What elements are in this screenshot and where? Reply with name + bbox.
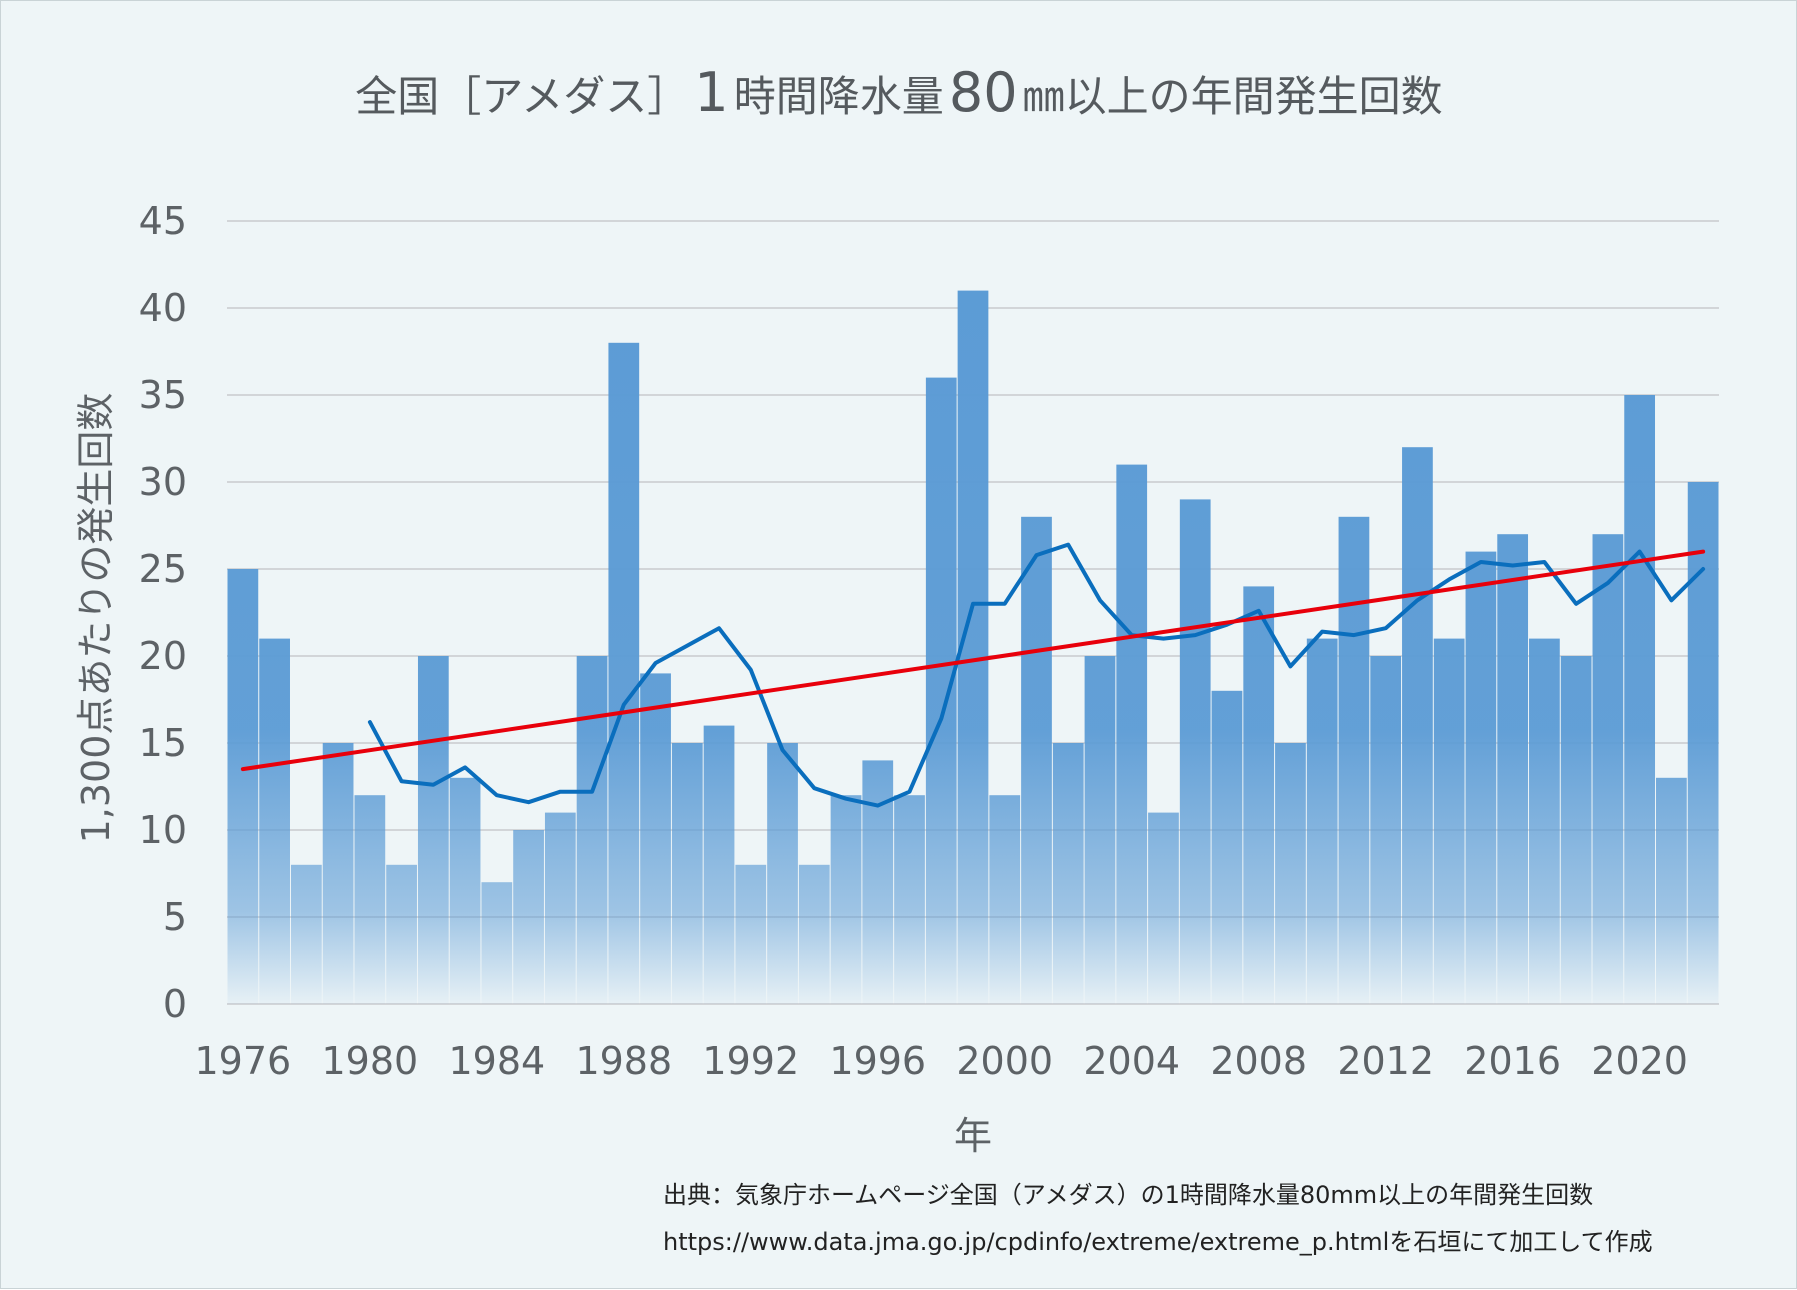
bar: [1560, 656, 1592, 1004]
x-tick-label: 1976: [195, 1039, 292, 1083]
bar: [798, 864, 830, 1004]
bar: [830, 795, 862, 1004]
bar: [703, 725, 735, 1004]
x-tick-label: 1980: [321, 1039, 418, 1083]
bar: [1084, 656, 1116, 1004]
y-tick-label: 35: [139, 373, 187, 417]
x-axis-label: 年: [954, 1114, 992, 1158]
bar: [1275, 743, 1306, 1004]
bar: [894, 795, 925, 1004]
bar: [862, 760, 894, 1004]
bar: [1624, 395, 1656, 1004]
y-tick-label: 40: [139, 286, 187, 330]
bar: [1116, 464, 1148, 1005]
bar: [1529, 638, 1560, 1004]
x-tick-label: 2012: [1337, 1039, 1434, 1083]
bar: [735, 864, 767, 1004]
y-axis-label: 1,300点あたりの発生回数: [74, 393, 118, 844]
x-tick-label: 2000: [956, 1039, 1053, 1083]
chart-title: 全国［アメダス］ 1 時間降水量 80 ㎜以上の年間発生回数: [355, 61, 1442, 124]
bar: [671, 743, 703, 1004]
source-line-1: 出典：気象庁ホームページ全国（アメダス）の1時間降水量80mm以上の年間発生回数: [663, 1181, 1593, 1209]
bar-series: [227, 290, 1719, 1005]
x-tick-label: 2008: [1210, 1039, 1307, 1083]
line-series: [240, 542, 1706, 808]
bar: [1656, 777, 1687, 1004]
y-tick-label: 5: [163, 895, 187, 939]
bar: [227, 569, 259, 1004]
bar: [925, 377, 957, 1005]
bar: [1687, 482, 1719, 1004]
y-tick-label: 25: [139, 547, 187, 591]
bar: [576, 656, 608, 1004]
bar: [1306, 638, 1338, 1004]
bar: [290, 864, 322, 1004]
bar: [1592, 534, 1624, 1004]
bar: [1465, 551, 1497, 1004]
trend-line: [240, 549, 1706, 772]
bar: [767, 743, 798, 1004]
source-line-2: https://www.data.jma.go.jp/cpdinfo/extre…: [663, 1228, 1653, 1256]
bar: [259, 638, 290, 1004]
y-tick-label: 20: [139, 634, 187, 678]
x-tick-label: 2016: [1464, 1039, 1561, 1083]
moving-average-line: [367, 542, 1706, 808]
bar: [544, 812, 576, 1004]
x-tick-label: 1988: [575, 1039, 672, 1083]
bar: [417, 656, 449, 1004]
bar: [481, 882, 513, 1004]
y-axis-ticks: 0 5 10 15 20 25 30 35 40 45: [139, 199, 187, 1026]
y-tick-label: 30: [139, 460, 187, 504]
bar: [608, 342, 640, 1004]
bar: [1243, 586, 1275, 1004]
x-tick-label: 1992: [702, 1039, 799, 1083]
bar: [449, 777, 481, 1004]
bar: [386, 864, 417, 1004]
bar: [322, 743, 354, 1004]
bar: [1497, 534, 1529, 1004]
bar: [1370, 656, 1402, 1004]
x-tick-label: 2020: [1591, 1039, 1688, 1083]
x-tick-label: 1984: [448, 1039, 545, 1083]
bar: [1148, 812, 1179, 1004]
bar: [640, 673, 671, 1004]
x-tick-label: 1996: [829, 1039, 926, 1083]
y-tick-label: 45: [139, 199, 187, 243]
y-tick-label: 10: [139, 808, 187, 852]
y-tick-label: 0: [163, 982, 187, 1026]
bar: [1021, 516, 1052, 1004]
x-tick-label: 2004: [1083, 1039, 1180, 1083]
bar: [513, 830, 544, 1004]
bar: [1402, 447, 1433, 1004]
bar: [1338, 516, 1370, 1004]
bar: [1433, 638, 1465, 1004]
x-axis-ticks: 1976 1980 1984 1988 1992 1996 2000 2004 2008 2012…: [195, 1039, 1688, 1083]
bar: [1052, 743, 1084, 1004]
bar: [1179, 499, 1211, 1004]
bar: [1211, 690, 1243, 1004]
bar: [989, 795, 1021, 1004]
bar: [354, 795, 386, 1004]
y-tick-label: 15: [139, 721, 187, 765]
